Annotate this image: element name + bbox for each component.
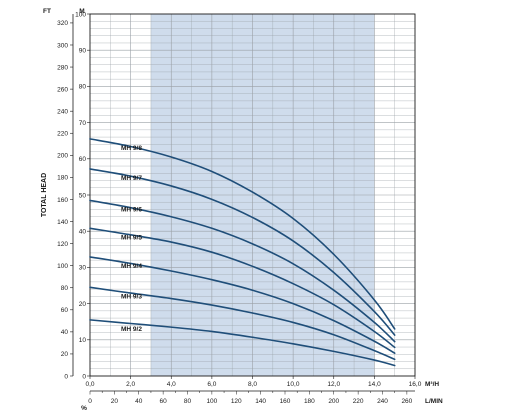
lmin-tick-label: 120: [231, 398, 242, 405]
m3h-tick-label: 16,0: [409, 381, 422, 388]
ft-tick-label: 100: [57, 263, 68, 270]
m-tick-label: 90: [79, 48, 87, 55]
ft-tick-label: 300: [57, 42, 68, 49]
lmin-tick-label: 0: [88, 398, 92, 405]
series-curves: [89, 138, 396, 367]
lmin-tick-label: 200: [328, 398, 339, 405]
m3h-tick-label: 0,0: [85, 381, 94, 388]
ft-tick-label: 280: [57, 64, 68, 71]
m-tick-label: 30: [79, 265, 87, 272]
ft-tick-label: 320: [57, 20, 68, 27]
series-curve-mh-9-6: [89, 199, 396, 343]
grid: [90, 14, 415, 376]
ft-tick-label: 220: [57, 131, 68, 138]
lmin-tick-label: 140: [255, 398, 266, 405]
m-tick-label: 70: [79, 120, 87, 127]
ft-tick-label: 180: [57, 175, 68, 182]
m-tick-label: 40: [79, 229, 87, 236]
labels: FT M0204060801001201401601802002202402602…: [41, 8, 443, 412]
series-curve-mh-9-5: [89, 227, 396, 349]
ft-unit-label: FT: [43, 8, 51, 15]
lmin-tick-label: 220: [353, 398, 364, 405]
m3h-tick-label: 6,0: [207, 381, 216, 388]
ft-tick-label: 200: [57, 153, 68, 160]
m3h-tick-label: 4,0: [167, 381, 176, 388]
m3h-tick-label: 10,0: [287, 381, 300, 388]
lmin-tick-label: 100: [206, 398, 217, 405]
pct-unit-label: %: [81, 405, 87, 412]
m-tick-label: 20: [79, 301, 87, 308]
lmin-unit-label: L/MIN: [425, 398, 443, 405]
m3h-tick-label: 14,0: [368, 381, 381, 388]
y-axis-title: TOTAL HEAD: [41, 173, 48, 217]
m-tick-label: 50: [79, 192, 87, 199]
series-curve-mh-9-8: [89, 138, 396, 330]
series-curve-mh-9-2: [89, 319, 396, 367]
lmin-tick-label: 60: [160, 398, 168, 405]
series-curve-mh-9-7: [89, 168, 396, 336]
series-label: MH 9/2: [121, 326, 142, 333]
series-label: MH 9/5: [121, 234, 142, 241]
ft-tick-label: 60: [61, 307, 69, 314]
m3h-tick-label: 12,0: [327, 381, 340, 388]
m-tick-label: 10: [79, 337, 87, 344]
lmin-tick-label: 80: [184, 398, 192, 405]
ft-tick-label: 160: [57, 197, 68, 204]
ft-tick-label: 20: [61, 351, 69, 358]
m3h-tick-label: 8,0: [248, 381, 257, 388]
axes: [70, 13, 416, 395]
series-curve-mh-9-4: [89, 256, 396, 354]
lmin-tick-label: 260: [401, 398, 412, 405]
ft-tick-label: 80: [61, 285, 69, 292]
m3h-unit-label: M³/H: [425, 381, 439, 388]
ft-tick-label: 260: [57, 86, 68, 93]
ft-tick-label: 120: [57, 241, 68, 248]
ft-tick-label: 0: [64, 373, 68, 380]
series-label: MH 9/7: [121, 175, 142, 182]
lmin-tick-label: 180: [304, 398, 315, 405]
series-label: MH 9/3: [121, 293, 142, 300]
m3h-tick-label: 2,0: [126, 381, 135, 388]
ft-tick-label: 40: [61, 329, 69, 336]
m-unit-label: M: [79, 8, 84, 15]
ft-tick-label: 140: [57, 219, 68, 226]
series-label: MH 9/8: [121, 145, 142, 152]
m-tick-label: 0: [82, 373, 86, 380]
m-tick-label: 60: [79, 156, 87, 163]
lmin-tick-label: 20: [111, 398, 119, 405]
lmin-tick-label: 160: [280, 398, 291, 405]
lmin-tick-label: 240: [377, 398, 388, 405]
series-curve-mh-9-3: [89, 286, 396, 361]
lmin-tick-label: 40: [135, 398, 143, 405]
series-label: MH 9/6: [121, 206, 142, 213]
ft-tick-label: 240: [57, 108, 68, 115]
series-label: MH 9/4: [121, 263, 142, 270]
m-tick-label: 80: [79, 84, 87, 91]
m-tick-label: 100: [75, 11, 86, 18]
